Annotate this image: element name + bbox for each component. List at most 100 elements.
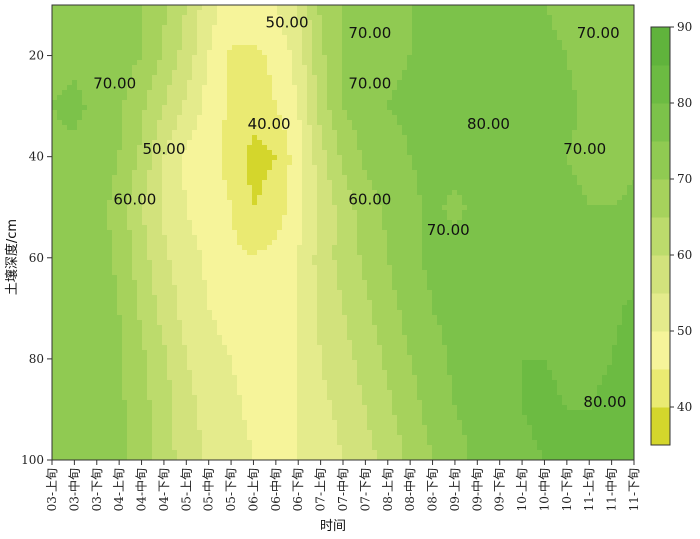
contour-cell xyxy=(537,100,543,106)
contour-cell xyxy=(512,115,518,121)
contour-cell xyxy=(222,140,228,146)
contour-cell xyxy=(102,15,108,21)
contour-cell xyxy=(287,210,293,216)
contour-cell xyxy=(52,205,58,211)
contour-cell xyxy=(97,185,103,191)
contour-cell xyxy=(592,20,598,26)
contour-cell xyxy=(237,70,243,76)
contour-cell xyxy=(317,100,323,106)
contour-cell xyxy=(427,15,433,21)
contour-cell xyxy=(67,125,73,131)
contour-cell xyxy=(542,30,548,36)
contour-cell xyxy=(547,40,553,46)
contour-cell xyxy=(252,145,258,151)
contour-cell xyxy=(87,185,93,191)
contour-cell xyxy=(117,140,123,146)
contour-cell xyxy=(332,25,338,31)
contour-cell xyxy=(317,60,323,66)
contour-cell xyxy=(462,60,468,66)
contour-cell xyxy=(167,120,173,126)
contour-cell xyxy=(337,55,343,61)
contour-cell xyxy=(242,125,248,131)
contour-cell xyxy=(557,180,563,186)
contour-cell xyxy=(462,120,468,126)
contour-cell xyxy=(562,35,568,41)
contour-cell xyxy=(407,215,413,221)
contour-cell xyxy=(257,180,263,186)
contour-cell xyxy=(417,50,423,56)
contour-cell xyxy=(302,45,308,51)
contour-cell xyxy=(382,110,388,116)
contour-cell xyxy=(357,80,363,86)
contour-cell xyxy=(282,140,288,146)
contour-cell xyxy=(572,90,578,96)
contour-cell xyxy=(492,210,498,216)
contour-cell xyxy=(492,180,498,186)
contour-cell xyxy=(97,205,103,211)
contour-cell xyxy=(87,140,93,146)
contour-cell xyxy=(467,110,473,116)
contour-cell xyxy=(152,200,158,206)
contour-cell xyxy=(502,25,508,31)
contour-cell xyxy=(232,140,238,146)
contour-cell xyxy=(52,25,58,31)
contour-cell xyxy=(372,40,378,46)
contour-cell xyxy=(77,215,83,221)
contour-cell xyxy=(537,155,543,161)
contour-cell xyxy=(312,155,318,161)
contour-cell xyxy=(177,215,183,221)
contour-cell xyxy=(147,170,153,176)
contour-cell xyxy=(392,95,398,101)
contour-cell xyxy=(152,165,158,171)
contour-cell xyxy=(132,180,138,186)
contour-cell xyxy=(267,125,273,131)
contour-cell xyxy=(362,80,368,86)
contour-cell xyxy=(172,165,178,171)
contour-cell xyxy=(502,190,508,196)
contour-cell xyxy=(202,15,208,21)
contour-cell xyxy=(322,80,328,86)
contour-cell xyxy=(437,45,443,51)
contour-cell xyxy=(407,145,413,151)
contour-cell xyxy=(567,185,573,191)
contour-cell xyxy=(392,65,398,71)
contour-cell xyxy=(217,115,223,121)
contour-cell xyxy=(597,195,603,201)
contour-cell xyxy=(432,50,438,56)
contour-cell xyxy=(542,40,548,46)
contour-cell xyxy=(112,155,118,161)
contour-cell xyxy=(257,215,263,221)
contour-cell xyxy=(277,45,283,51)
contour-cell xyxy=(462,110,468,116)
contour-cell xyxy=(457,85,463,91)
contour-cell xyxy=(402,105,408,111)
contour-cell xyxy=(462,5,468,11)
contour-cell xyxy=(432,100,438,106)
contour-cell xyxy=(182,65,188,71)
contour-cell xyxy=(282,110,288,116)
contour-cell xyxy=(492,5,498,11)
contour-cell xyxy=(342,140,348,146)
contour-cell xyxy=(202,50,208,56)
contour-cell xyxy=(392,35,398,41)
contour-cell xyxy=(167,170,173,176)
contour-cell xyxy=(227,60,233,66)
contour-cell xyxy=(112,190,118,196)
contour-cell xyxy=(157,200,163,206)
contour-cell xyxy=(262,160,268,166)
contour-cell xyxy=(382,85,388,91)
contour-cell xyxy=(342,60,348,66)
contour-cell xyxy=(242,145,248,151)
contour-cell xyxy=(487,165,493,171)
contour-cell xyxy=(97,85,103,91)
contour-cell xyxy=(372,180,378,186)
contour-cell xyxy=(507,60,513,66)
contour-cell xyxy=(92,195,98,201)
contour-cell xyxy=(302,190,308,196)
contour-cell xyxy=(152,5,158,11)
contour-cell xyxy=(482,50,488,56)
contour-cell xyxy=(592,50,598,56)
contour-cell xyxy=(357,90,363,96)
contour-cell xyxy=(102,35,108,41)
contour-cell xyxy=(277,195,283,201)
